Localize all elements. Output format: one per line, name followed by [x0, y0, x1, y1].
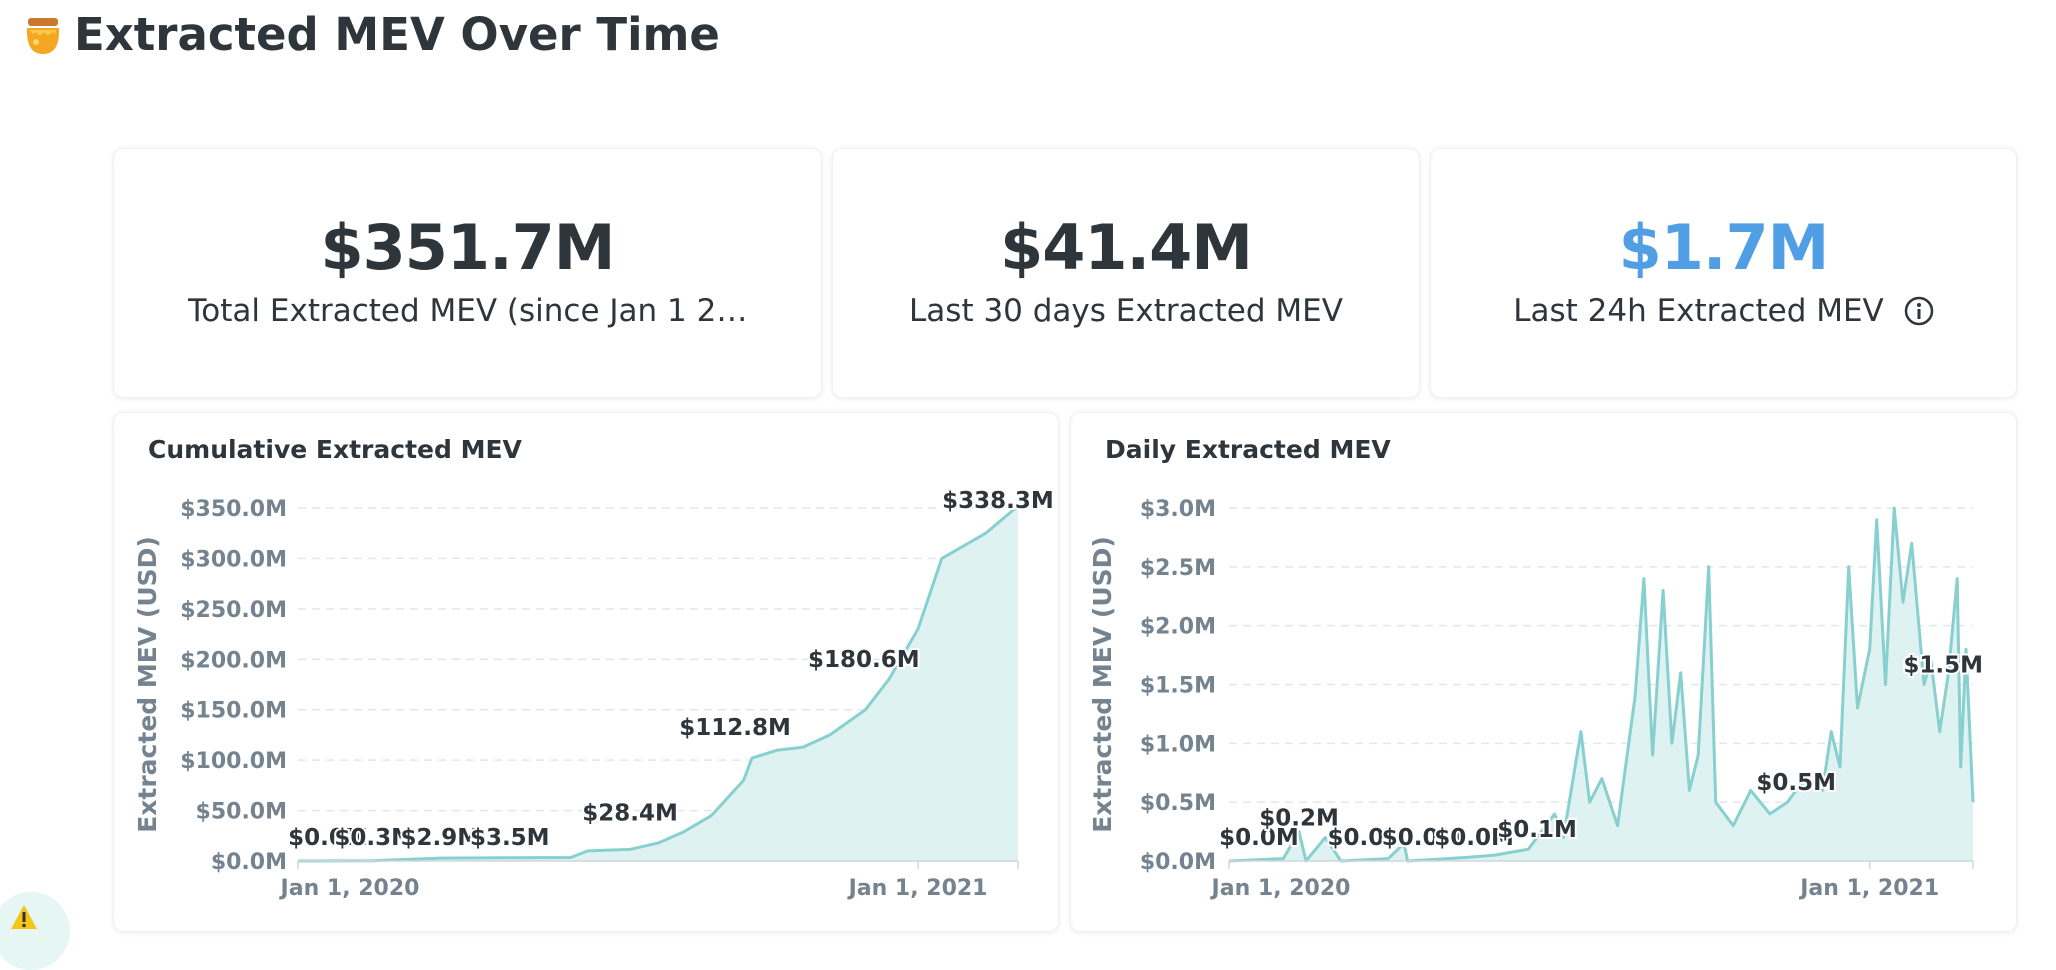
- x-tick-label: Jan 1, 2020: [1210, 876, 1351, 901]
- y-tick-label: $2.0M: [1140, 615, 1216, 640]
- data-label: $0.0M: [1434, 825, 1514, 851]
- x-tick-label: Jan 1, 2021: [847, 876, 988, 901]
- x-tick-label: Jan 1, 2020: [279, 876, 420, 901]
- data-label: $2.9M: [400, 825, 480, 851]
- warning-icon: [11, 905, 37, 929]
- data-label: $338.3M: [942, 488, 1054, 514]
- stat-label-24h: Last 24h Extracted MEV: [1513, 293, 1884, 329]
- data-label: $0.3M: [334, 825, 414, 851]
- y-tick-label: $1.0M: [1140, 732, 1216, 757]
- y-tick-label: $1.5M: [1140, 674, 1216, 699]
- daily-chart-card: Daily Extracted MEV $0.0M $0.5M $1.0M $1.5M…: [1070, 412, 2017, 932]
- y-tick-label: $200.0M: [180, 648, 287, 673]
- y-tick-label: $350.0M: [180, 497, 287, 522]
- data-label: $28.4M: [582, 800, 678, 826]
- data-label: $0.1M: [1497, 817, 1577, 843]
- stat-value-24h: $1.7M: [1618, 211, 1830, 284]
- series-line: [1228, 506, 1975, 863]
- stat-card-24h: $1.7M Last 24h Extracted MEV: [1430, 148, 2017, 398]
- cumulative-chart-title: Cumulative Extracted MEV: [148, 435, 522, 464]
- daily-chart[interactable]: $0.0M$0.5M$1.0M$1.5M$2.0M$2.5M$3.0MExtra…: [1071, 413, 2018, 933]
- data-label: $0.0M: [1327, 825, 1407, 851]
- data-label: $0.0M: [1382, 825, 1462, 851]
- stat-value-30d: $41.4M: [1000, 211, 1253, 284]
- y-tick-label: $50.0M: [196, 800, 287, 825]
- stat-value-total: $351.7M: [320, 211, 616, 284]
- stat-label-30d: Last 30 days Extracted MEV: [909, 293, 1343, 329]
- cumulative-chart-card: Cumulative Extracted MEV $0.0M $50.0M $100…: [113, 412, 1059, 932]
- info-icon[interactable]: [1904, 296, 1934, 326]
- series-line: [297, 504, 1019, 863]
- page-header: Extracted MEV Over Time: [22, 8, 720, 61]
- y-axis-label: Extracted MEV (USD): [133, 536, 162, 833]
- cumulative-chart[interactable]: $0.0M$50.0M$100.0M$150.0M$200.0M$250.0M$…: [114, 413, 1060, 933]
- stat-label-total: Total Extracted MEV (since Jan 1 2…: [187, 293, 748, 329]
- honey-pot-icon: [26, 17, 60, 54]
- data-label: $0.0M: [1219, 825, 1299, 851]
- data-label: $0.2M: [1259, 805, 1339, 831]
- stat-card-total: $351.7M Total Extracted MEV (since Jan 1…: [113, 148, 822, 398]
- data-label: $0.5M: [1756, 770, 1836, 796]
- y-tick-label: $100.0M: [180, 749, 287, 774]
- series-area: [298, 506, 1018, 861]
- data-label: $1.5M: [1903, 653, 1983, 679]
- data-label: $3.5M: [470, 825, 550, 851]
- series-area: [1229, 508, 1973, 861]
- y-tick-label: $0.0M: [1140, 850, 1216, 875]
- data-label: $0.0M: [288, 825, 368, 851]
- stat-label-24h-row: Last 24h Extracted MEV: [1513, 293, 1934, 329]
- y-axis-label: Extracted MEV (USD): [1088, 536, 1117, 833]
- y-tick-label: $0.0M: [211, 850, 287, 875]
- y-tick-label: $250.0M: [180, 598, 287, 623]
- stat-card-30d: $41.4M Last 30 days Extracted MEV: [832, 148, 1420, 398]
- y-tick-label: $300.0M: [180, 547, 287, 572]
- y-tick-label: $2.5M: [1140, 556, 1216, 581]
- y-tick-label: $0.5M: [1140, 791, 1216, 816]
- page-title: Extracted MEV Over Time: [74, 8, 720, 61]
- warning-badge[interactable]: [0, 892, 70, 970]
- y-tick-label: $3.0M: [1140, 497, 1216, 522]
- y-tick-label: $150.0M: [180, 699, 287, 724]
- daily-chart-title: Daily Extracted MEV: [1105, 435, 1391, 464]
- data-label: $112.8M: [679, 715, 791, 741]
- x-tick-label: Jan 1, 2021: [1798, 876, 1939, 901]
- data-label: $180.6M: [808, 647, 920, 673]
